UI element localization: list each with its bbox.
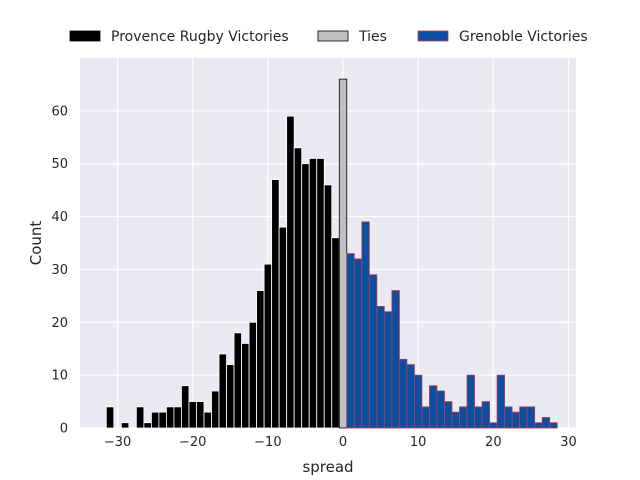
bars	[105, 78, 558, 429]
x-tick-label: −20	[179, 435, 206, 450]
bar	[353, 258, 363, 429]
y-axis-ticks: 0 10 20 30 40 50 60	[51, 104, 68, 436]
bar	[226, 364, 235, 429]
bar	[436, 390, 445, 429]
bar	[241, 343, 250, 429]
y-tick-label: 30	[51, 263, 68, 278]
bar	[271, 179, 280, 429]
bar	[323, 184, 333, 429]
bar	[256, 290, 265, 429]
legend-swatch	[69, 30, 101, 42]
legend: Provence Rugby Victories Ties Grenoble Vic…	[69, 29, 588, 45]
x-tick-label: 10	[410, 435, 427, 450]
bar	[188, 401, 197, 429]
bar	[511, 411, 521, 429]
bar	[368, 274, 378, 429]
bar	[474, 406, 483, 429]
x-tick-label: 20	[485, 435, 502, 450]
legend-item: Grenoble Victories	[417, 29, 588, 45]
bar	[406, 364, 415, 429]
bar	[414, 374, 423, 429]
bar	[429, 385, 438, 429]
series-2	[338, 78, 348, 429]
legend-item: Provence Rugby Victories	[69, 29, 289, 45]
bar	[158, 411, 167, 429]
bar	[203, 411, 212, 429]
bar	[466, 374, 475, 429]
bar	[278, 226, 288, 429]
bar	[481, 401, 490, 429]
legend-swatch	[317, 30, 349, 42]
bar	[421, 406, 430, 429]
bar	[181, 385, 190, 429]
bar	[150, 411, 160, 429]
bar	[301, 163, 310, 429]
bar	[391, 290, 400, 429]
bar	[383, 311, 393, 429]
legend-label: Grenoble Victories	[459, 29, 588, 45]
bar	[541, 417, 551, 429]
bar	[166, 406, 175, 429]
bar	[105, 406, 115, 429]
bar	[496, 374, 506, 429]
y-axis-title: Count	[27, 221, 45, 266]
bar	[526, 406, 536, 429]
legend-label: Ties	[358, 29, 387, 45]
x-tick-label: −30	[104, 435, 131, 450]
bar	[135, 406, 145, 429]
y-tick-label: 60	[51, 104, 68, 119]
y-tick-label: 40	[51, 210, 68, 225]
bar	[504, 406, 513, 429]
bar	[218, 353, 227, 429]
y-tick-label: 50	[51, 157, 68, 172]
legend-item: Ties	[317, 29, 387, 45]
series-3	[346, 221, 558, 429]
bar	[451, 411, 460, 429]
y-tick-label: 10	[51, 369, 68, 384]
bar	[263, 263, 273, 429]
bar	[534, 422, 543, 429]
bar	[519, 406, 528, 429]
bar	[331, 237, 340, 429]
bar	[196, 401, 205, 429]
bar	[398, 358, 408, 429]
bar	[233, 332, 242, 429]
bar	[361, 221, 370, 429]
bar	[286, 115, 295, 429]
bar	[211, 390, 220, 429]
y-tick-label: 0	[60, 422, 68, 437]
bar	[293, 147, 303, 429]
x-tick-label: −10	[254, 435, 281, 450]
bar	[248, 321, 258, 429]
y-tick-label: 20	[51, 316, 68, 331]
bar	[120, 422, 130, 429]
x-tick-label: 30	[560, 435, 577, 450]
bar	[308, 158, 318, 429]
bar	[143, 422, 152, 429]
legend-swatch	[417, 30, 449, 42]
x-axis-title: spread	[302, 458, 353, 476]
bar	[444, 401, 453, 429]
legend-label: Provence Rugby Victories	[111, 29, 289, 45]
bar	[549, 422, 558, 429]
bar	[173, 406, 182, 429]
x-axis-ticks: −30 −20 −10 0 10 20 30	[104, 435, 577, 450]
bar	[459, 406, 468, 429]
series-1	[105, 115, 340, 429]
bar	[489, 422, 498, 429]
bar	[338, 78, 348, 429]
bar	[346, 253, 355, 429]
x-tick-label: 0	[339, 435, 347, 450]
bar	[316, 158, 325, 429]
bar	[376, 306, 385, 429]
